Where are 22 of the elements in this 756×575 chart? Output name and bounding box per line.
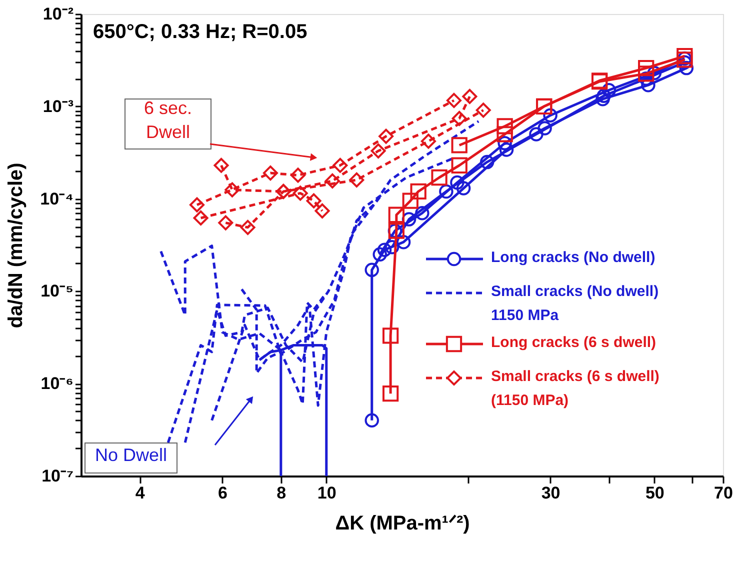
x-tick-label: 30 xyxy=(541,484,560,502)
annotation: 6 sec. Dwell xyxy=(144,98,192,142)
y-tick-label: 10⁻⁵ xyxy=(40,282,74,301)
legend-label: Small cracks (No dwell) 1150 MPa xyxy=(491,283,659,324)
annotation: No Dwell xyxy=(94,445,168,465)
y-tick-label: 10⁻⁴ xyxy=(40,189,74,208)
y-tick-label: 10⁻² xyxy=(42,4,74,24)
x-tick-label: 4 xyxy=(135,484,146,502)
x-tick-label: 8 xyxy=(276,484,286,502)
y-axis-title: da/dN (mm/cycle) xyxy=(5,162,28,328)
x-tick-label: 6 xyxy=(218,484,228,502)
x-tick-label: 70 xyxy=(714,484,733,502)
y-tick-label: 10⁻⁶ xyxy=(40,374,74,394)
legend-label: Long cracks (No dwell) xyxy=(491,249,656,266)
legend-label: Long cracks (6 s dwell) xyxy=(491,334,656,351)
x-axis-title: ΔK (MPa-m¹ᐟ²) xyxy=(335,512,470,534)
x-tick-label: 50 xyxy=(645,484,664,502)
y-tick-label: 10⁻³ xyxy=(42,96,74,116)
x-tick-label: 10 xyxy=(317,484,336,502)
y-tick-label: 10⁻⁷ xyxy=(42,466,74,486)
legend-label: Small cracks (6 s dwell) (1150 MPa) xyxy=(491,368,660,409)
annotation: 650°C; 0.33 Hz; R=0.05 xyxy=(93,21,308,43)
